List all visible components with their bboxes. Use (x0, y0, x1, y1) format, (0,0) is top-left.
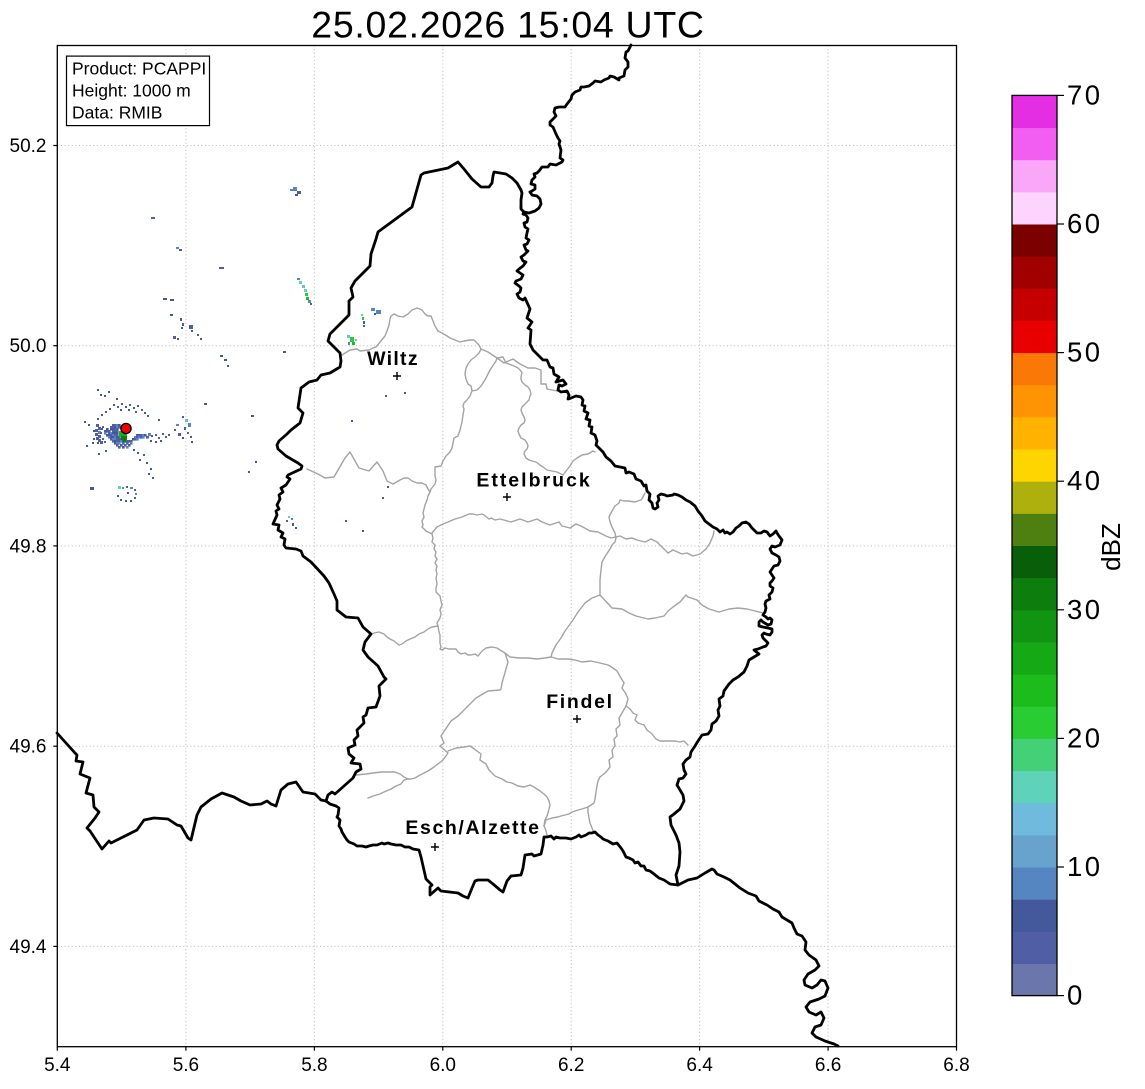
svg-text:25.02.2026 15:04 UTC: 25.02.2026 15:04 UTC (311, 4, 704, 46)
svg-text:6.2: 6.2 (558, 1055, 584, 1076)
svg-text:Findel: Findel (546, 691, 614, 713)
svg-text:60: 60 (1067, 208, 1103, 239)
svg-text:20: 20 (1067, 722, 1103, 753)
svg-text:6.6: 6.6 (815, 1055, 841, 1076)
svg-text:10: 10 (1067, 851, 1103, 882)
svg-text:5.4: 5.4 (44, 1055, 71, 1076)
svg-text:30: 30 (1067, 594, 1103, 625)
svg-text:Data: RMIB: Data: RMIB (72, 103, 162, 123)
svg-text:Ettelbruck: Ettelbruck (476, 470, 591, 492)
svg-text:50.0: 50.0 (10, 336, 47, 357)
svg-text:5.6: 5.6 (173, 1055, 199, 1076)
svg-text:5.8: 5.8 (301, 1055, 327, 1076)
svg-text:49.8: 49.8 (10, 536, 47, 557)
svg-text:6.4: 6.4 (686, 1055, 713, 1076)
svg-text:50.2: 50.2 (10, 136, 47, 157)
svg-text:50: 50 (1067, 337, 1103, 368)
svg-text:49.6: 49.6 (10, 737, 47, 758)
svg-text:40: 40 (1067, 465, 1103, 496)
svg-text:Esch/Alzette: Esch/Alzette (405, 817, 540, 839)
svg-text:6.0: 6.0 (430, 1055, 456, 1076)
svg-text:Height: 1000 m: Height: 1000 m (72, 81, 191, 101)
svg-text:dBZ: dBZ (1096, 523, 1126, 571)
svg-text:49.4: 49.4 (10, 937, 47, 958)
svg-text:Product: PCAPPI: Product: PCAPPI (72, 59, 206, 79)
svg-text:6.8: 6.8 (943, 1055, 969, 1076)
svg-text:Wiltz: Wiltz (367, 348, 419, 370)
svg-text:70: 70 (1067, 79, 1103, 110)
svg-text:0: 0 (1067, 980, 1085, 1011)
